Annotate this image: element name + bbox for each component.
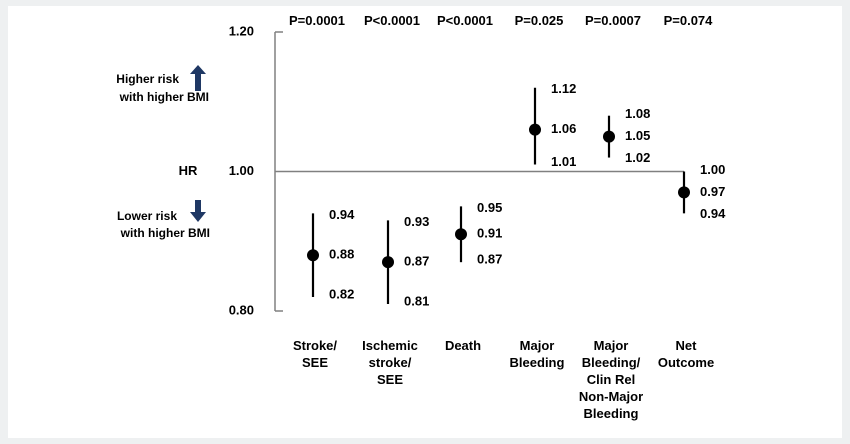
category-label: Non-Major (579, 389, 643, 404)
up-arrow-icon (190, 65, 206, 91)
hr-value-label: 1.05 (625, 128, 650, 143)
lower-risk-annotation-line-2: with higher BMI (120, 226, 210, 240)
category-label: Bleeding/ (582, 355, 641, 370)
p-value-label: P=0.0007 (585, 13, 641, 28)
y-axis-label: HR (179, 163, 198, 178)
ci-upper-label: 0.95 (477, 200, 502, 215)
chart-marks: 0.94 0.88 0.82 P=0.0001 Stroke/SEE 0.93 0.87 0.… (289, 13, 726, 421)
ci-lower-label: 0.81 (404, 293, 429, 308)
category-label: Outcome (658, 355, 714, 370)
ci-lower-label: 0.82 (329, 286, 354, 301)
forest-plot: 1.20 1.00 0.80 HR Higher risk with highe… (116, 13, 726, 421)
hr-value-label: 1.06 (551, 121, 576, 136)
p-value-label: P<0.0001 (364, 13, 420, 28)
category-label: SEE (302, 355, 328, 370)
higher-risk-annotation-line-1: Higher risk (116, 72, 179, 86)
hr-value-label: 0.91 (477, 226, 502, 241)
category-label: stroke/ (369, 355, 412, 370)
ci-upper-label: 1.08 (625, 106, 650, 121)
category-label: Bleeding (510, 355, 565, 370)
category-label: Net (676, 338, 698, 353)
hr-point (603, 130, 615, 143)
hr-point (678, 186, 690, 199)
ci-lower-label: 1.02 (625, 150, 650, 165)
hr-value-label: 0.97 (700, 184, 725, 199)
y-tick-label: 1.00 (229, 163, 254, 178)
lower-risk-annotation-line-1: Lower risk (117, 209, 177, 223)
hr-point (307, 249, 319, 262)
y-tick-label: 0.80 (229, 302, 254, 317)
figure-panel: 1.20 1.00 0.80 HR Higher risk with highe… (8, 6, 842, 438)
ci-lower-label: 0.87 (477, 252, 502, 267)
hr-value-label: 0.88 (329, 247, 354, 262)
category-label: Bleeding (584, 406, 639, 421)
category-label: SEE (377, 372, 403, 387)
ci-lower-label: 0.94 (700, 206, 726, 221)
hr-point (529, 123, 541, 136)
category-label: Stroke/ (293, 338, 337, 353)
p-value-label: P=0.0001 (289, 13, 345, 28)
p-value-label: P<0.0001 (437, 13, 493, 28)
category-label: Major (520, 338, 555, 353)
category-label: Death (445, 338, 481, 353)
hr-value-label: 0.87 (404, 254, 429, 269)
hr-point (382, 256, 394, 269)
p-value-label: P=0.074 (664, 13, 714, 28)
ci-upper-label: 1.00 (700, 162, 725, 177)
ci-lower-label: 1.01 (551, 154, 576, 169)
category-label: Clin Rel (587, 372, 635, 387)
ci-upper-label: 1.12 (551, 81, 576, 96)
higher-risk-annotation-line-2: with higher BMI (119, 90, 209, 104)
hr-point (455, 228, 467, 241)
down-arrow-icon (190, 200, 206, 222)
ci-upper-label: 0.93 (404, 214, 429, 229)
p-value-label: P=0.025 (515, 13, 564, 28)
y-tick-label: 1.20 (229, 23, 254, 38)
ci-upper-label: 0.94 (329, 207, 355, 222)
category-label: Major (594, 338, 629, 353)
category-label: Ischemic (362, 338, 418, 353)
